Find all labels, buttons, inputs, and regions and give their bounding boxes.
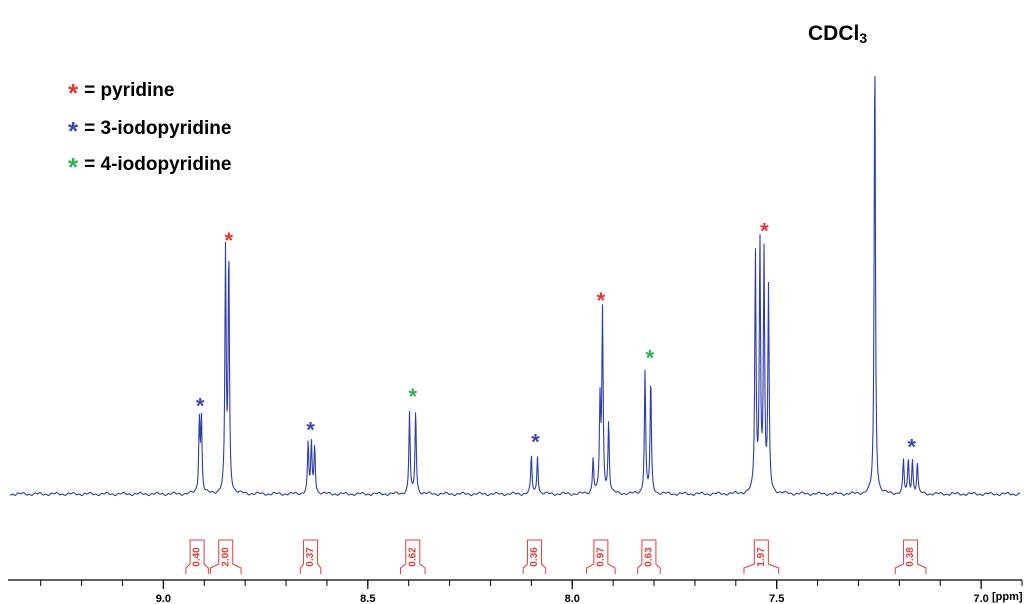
legend-entry-4-iodopyridine: * = 4-iodopyridine xyxy=(68,146,232,182)
solvent-label-subscript: 3 xyxy=(859,30,867,46)
integral-bracket xyxy=(637,539,661,574)
x-tick-label: 7.5 xyxy=(769,593,784,604)
integral-bracket xyxy=(299,539,322,574)
integral-bracket xyxy=(894,539,927,574)
legend-marker-3-iodopyridine: * xyxy=(68,116,79,146)
x-axis: [ppm] 9.0 8.5 8.0 7.5 7.0 xyxy=(8,579,1023,604)
x-axis-label: [ppm] xyxy=(992,591,1023,603)
x-tick-label: 7.0 xyxy=(973,593,988,604)
x-tick-label: 8.5 xyxy=(360,593,375,604)
integral-value: 2.00 xyxy=(220,547,231,567)
integral-regions: 0.40 2.00 0.37 0.62 0.36 0.97 0.63 1.97 0.38 xyxy=(185,539,927,574)
integral-bracket xyxy=(522,539,547,574)
integral-value: 0.36 xyxy=(529,547,540,567)
integral-bracket xyxy=(185,539,209,574)
integral-value: 1.97 xyxy=(756,547,767,567)
solvent-label-main: CDCl xyxy=(808,22,859,45)
peak-marker: * xyxy=(225,228,234,253)
legend-marker-pyridine: * xyxy=(68,78,79,108)
peak-marker: * xyxy=(531,430,540,455)
peak-markers: * * * * * * * * * xyxy=(196,218,916,459)
integral-value: 0.63 xyxy=(644,547,655,567)
peak-marker: * xyxy=(907,434,916,459)
legend-marker-4-iodopyridine: * xyxy=(68,152,79,182)
solvent-label: CDCl3 xyxy=(808,22,867,46)
peak-marker: * xyxy=(306,418,315,443)
integral-bracket xyxy=(209,539,242,574)
legend-label-3-iodopyridine: = 3-iodopyridine xyxy=(84,118,232,139)
peak-marker: * xyxy=(196,394,205,419)
integral-value: 0.97 xyxy=(596,547,607,567)
x-tick-label: 8.0 xyxy=(565,593,580,604)
legend-entry-3-iodopyridine: * = 3-iodopyridine xyxy=(68,110,232,146)
integral-value: 0.40 xyxy=(192,547,203,567)
integral-value: 0.62 xyxy=(407,547,418,567)
integral-bracket xyxy=(743,539,780,574)
integral-value: 0.37 xyxy=(305,547,316,567)
legend-label-pyridine: = pyridine xyxy=(84,80,175,101)
peak-marker: * xyxy=(597,288,606,313)
spectrum-line xyxy=(9,75,1021,497)
peak-marker: * xyxy=(646,346,655,371)
x-tick-label: 9.0 xyxy=(156,593,171,604)
integral-value: 0.38 xyxy=(905,547,916,567)
spectrum-trace xyxy=(9,75,1021,497)
peak-marker: * xyxy=(409,384,418,409)
legend-label-4-iodopyridine: = 4-iodopyridine xyxy=(84,154,232,175)
integral-bracket xyxy=(400,539,426,574)
legend-entry-pyridine: * = pyridine xyxy=(68,72,175,108)
peak-marker: * xyxy=(760,218,769,243)
integral-bracket xyxy=(586,539,616,574)
